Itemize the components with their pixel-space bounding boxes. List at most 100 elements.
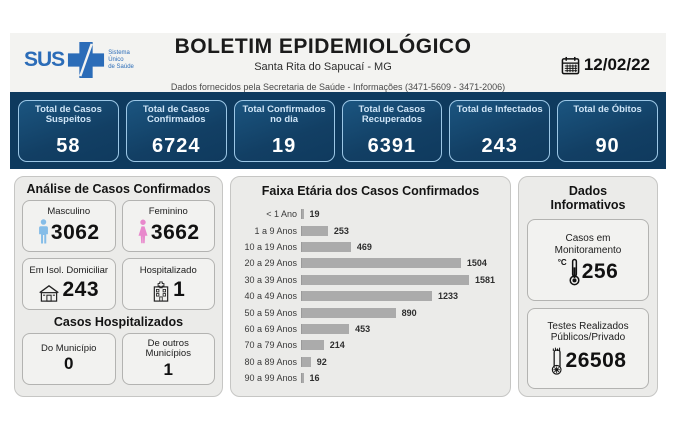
card-label: Hospitalizado xyxy=(139,265,197,277)
stat-card-confirmados: Total de Casos Confirmados 6724 xyxy=(125,99,227,162)
card-value: 1 xyxy=(173,277,186,301)
card-value: 256 xyxy=(581,260,619,284)
chart-value-label: 214 xyxy=(329,340,345,351)
celsius-label: °C xyxy=(557,258,567,268)
sus-tagline-line2: Único xyxy=(108,56,124,63)
chart-value-label: 92 xyxy=(316,356,327,367)
chart-value-label: 453 xyxy=(355,323,371,334)
header: SUS Sistema Único de Saúde BOLETIM EPIDE… xyxy=(10,33,666,92)
info-title-line2: Informativos xyxy=(550,198,626,212)
chart-row: 80 a 89 Anos 92 xyxy=(239,354,502,370)
chart-row: 1 a 9 Anos 253 xyxy=(239,222,502,238)
chart-bar xyxy=(301,291,433,302)
hospitalized-section-title: Casos Hospitalizados xyxy=(53,315,184,329)
chart-bar xyxy=(301,274,469,285)
title-block: BOLETIM EPIDEMIOLÓGICO Santa Rita do Sap… xyxy=(130,35,516,73)
chart-bar xyxy=(301,356,311,367)
stat-card-confirmados-dia: Total Confirmados no dia 19 xyxy=(233,99,335,162)
stat-value: 58 xyxy=(56,134,81,157)
thermometer-icon xyxy=(569,258,580,286)
stat-card-infectados: Total de Infectados 243 xyxy=(449,99,551,162)
chart-value-label: 890 xyxy=(401,307,417,318)
chart-row: 90 a 99 Anos 16 xyxy=(239,370,502,386)
chart-category-label: < 1 Ano xyxy=(266,209,297,220)
chart-category-label: 90 a 99 Anos xyxy=(244,373,297,384)
card-value: 0 xyxy=(64,354,74,374)
card-testes: Testes Realizados Públicos/Privado 26508 xyxy=(527,307,649,389)
stat-value: 6724 xyxy=(152,134,201,157)
gender-cards: Masculino 3062 Feminino 3662 xyxy=(22,200,215,310)
card-value: 26508 xyxy=(565,348,627,372)
hospital-icon xyxy=(153,281,169,302)
card-value: 3062 xyxy=(50,220,100,244)
hospitalized-cards: Do Município 0 De outros Municípios 1 xyxy=(22,333,215,385)
calendar-icon xyxy=(561,56,580,74)
card-outros-municipios: De outros Municípios 1 xyxy=(121,333,215,385)
stat-label: Total de Infectados xyxy=(456,103,543,115)
stat-card-recuperados: Total de Casos Recuperados 6391 xyxy=(341,99,443,162)
page-title: BOLETIM EPIDEMIOLÓGICO xyxy=(174,35,472,58)
chart-row: < 1 Ano 19 xyxy=(239,206,502,222)
card-label: Do Município xyxy=(41,342,97,354)
chart-bar xyxy=(301,209,304,220)
chart-bar xyxy=(301,307,396,318)
stat-label: Total Confirmados no dia xyxy=(242,103,326,125)
age-bar-chart: < 1 Ano 19 1 a 9 Anos 253 10 a 19 Anos 4… xyxy=(239,206,502,386)
chart-value-label: 16 xyxy=(309,373,320,384)
stat-card-suspeitos: Total de Casos Suspeitos 58 xyxy=(18,99,119,162)
card-feminino: Feminino 3662 xyxy=(121,200,215,252)
chart-category-label: 40 a 49 Anos xyxy=(244,291,297,302)
test-tube-icon xyxy=(551,347,562,375)
chart-category-label: 20 a 29 Anos xyxy=(244,258,297,269)
chart-category-label: 70 a 79 Anos xyxy=(244,340,297,351)
chart-value-label: 469 xyxy=(356,241,372,252)
chart-row: 70 a 79 Anos 214 xyxy=(239,337,502,353)
card-monitoramento: Casos em Monitoramento °C 256 xyxy=(527,219,649,301)
chart-category-label: 50 a 59 Anos xyxy=(244,307,297,318)
report-date: 12/02/22 xyxy=(583,55,650,74)
chart-category-label: 10 a 19 Anos xyxy=(244,241,297,252)
sus-cross-icon xyxy=(68,41,105,79)
stats-band: Total de Casos Suspeitos 58 Total de Cas… xyxy=(10,92,666,169)
chart-value-label: 1504 xyxy=(466,258,487,269)
chart-bar xyxy=(301,225,328,236)
house-icon xyxy=(39,284,60,302)
card-hospitalizado: Hospitalizado 1 xyxy=(121,258,215,310)
chart-category-label: 80 a 89 Anos xyxy=(244,356,297,367)
date-block: 12/02/22 xyxy=(561,55,650,75)
chart-row: 30 a 39 Anos 1581 xyxy=(239,272,502,288)
chart-row: 10 a 19 Anos 469 xyxy=(239,239,502,255)
chart-value-label: 253 xyxy=(333,225,349,236)
card-label: Em Isol. Domiciliar xyxy=(29,265,109,277)
card-masculino: Masculino 3062 xyxy=(22,200,116,252)
chart-value-label: 1233 xyxy=(438,291,459,302)
chart-category-label: 1 a 9 Anos xyxy=(254,225,297,236)
card-label: Testes Realizados Públicos/Privado xyxy=(547,320,629,344)
chart-bar xyxy=(301,258,461,269)
card-label: Feminino xyxy=(148,206,188,218)
chart-row: 60 a 69 Anos 453 xyxy=(239,321,502,337)
chart-bar xyxy=(301,323,350,334)
card-value: 1 xyxy=(163,359,173,379)
card-isolamento-domiciliar: Em Isol. Domiciliar 243 xyxy=(22,258,116,310)
age-chart-panel: Faixa Etária dos Casos Confirmados < 1 A… xyxy=(230,176,511,397)
chart-row: 40 a 49 Anos 1233 xyxy=(239,288,502,304)
info-line: Dados fornecidos pela Secretaria de Saúd… xyxy=(170,82,506,92)
chart-bar xyxy=(301,373,304,384)
stat-label: Total de Casos Confirmados xyxy=(142,103,210,125)
male-icon xyxy=(38,219,48,244)
info-title-line1: Dados xyxy=(568,184,608,198)
analysis-panel-title: Análise de Casos Confirmados xyxy=(26,182,211,196)
page-subtitle: Santa Rita do Sapucaí - MG xyxy=(254,61,392,73)
chart-value-label: 19 xyxy=(309,209,320,220)
stat-value: 19 xyxy=(271,134,297,157)
sus-tagline-line1: Sistema xyxy=(108,49,130,56)
chart-value-label: 1581 xyxy=(475,274,496,285)
chart-category-label: 60 a 69 Anos xyxy=(244,323,297,334)
stat-value: 90 xyxy=(595,134,620,157)
stat-label: Total de Óbitos xyxy=(573,103,642,115)
stat-value: 6391 xyxy=(367,134,417,157)
info-panel-title: Dados Informativos xyxy=(527,184,649,212)
analysis-panel: Análise de Casos Confirmados Masculino 3… xyxy=(14,176,223,397)
